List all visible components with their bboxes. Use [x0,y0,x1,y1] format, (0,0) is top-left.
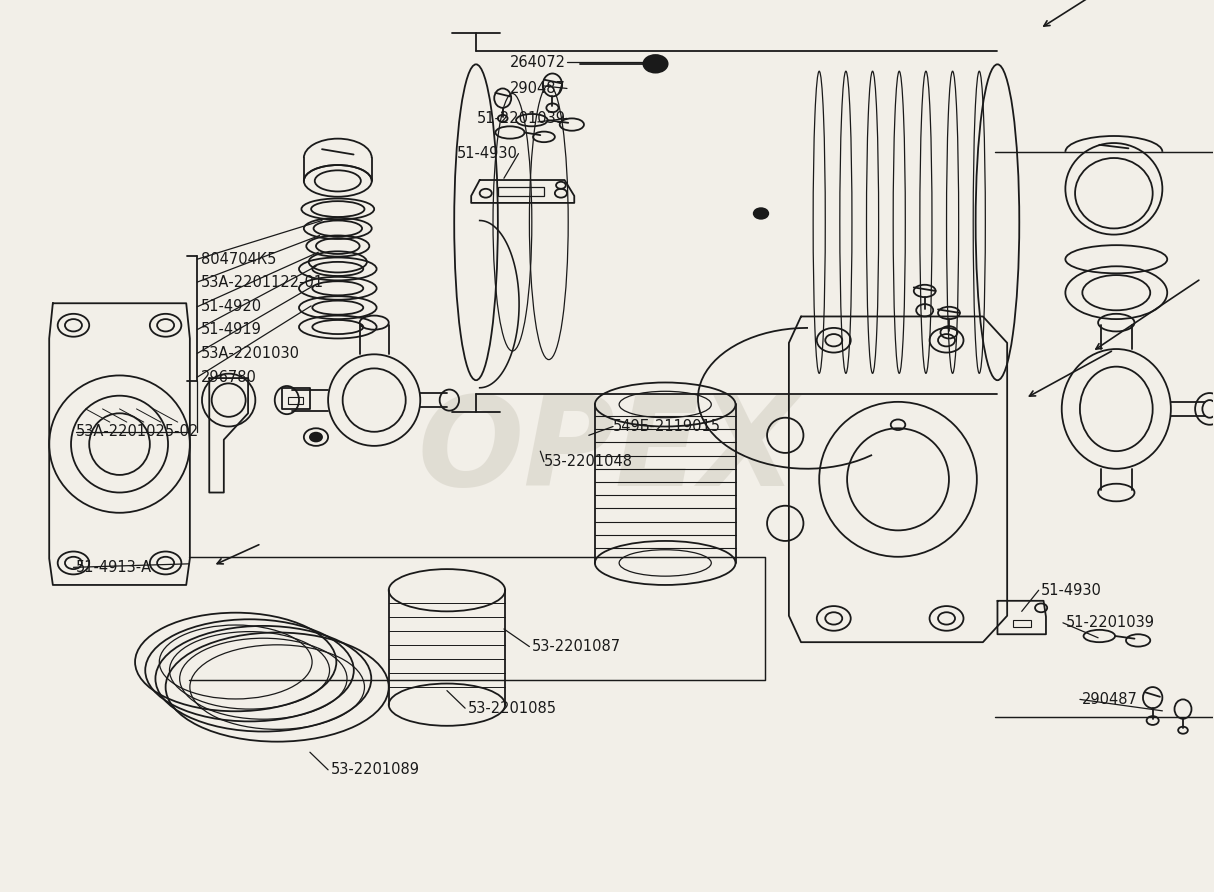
Text: 290487: 290487 [1083,692,1139,706]
Circle shape [643,55,668,72]
Text: 53А-2201122-01: 53А-2201122-01 [200,275,324,290]
Text: 296780: 296780 [200,369,256,384]
Text: 51-2201039: 51-2201039 [477,111,566,126]
Text: 290487: 290487 [510,81,566,96]
Text: 53А-2201025-02: 53А-2201025-02 [76,425,199,439]
Text: 53-2201087: 53-2201087 [532,639,620,654]
Text: 51-4919: 51-4919 [200,322,262,337]
Text: 51-4930: 51-4930 [456,146,517,161]
Text: 51-4930: 51-4930 [1042,582,1102,598]
Text: 51-4920: 51-4920 [200,300,262,314]
Text: 53А-2201030: 53А-2201030 [200,346,300,361]
Text: 549Б-2119015: 549Б-2119015 [613,419,721,434]
Bar [288,397,302,403]
Bar [498,187,544,196]
Text: 53-2201085: 53-2201085 [467,701,556,715]
Circle shape [754,208,768,219]
Text: 264072: 264072 [510,54,566,70]
Text: 53-2201048: 53-2201048 [544,454,632,469]
Text: 53-2201089: 53-2201089 [330,763,420,777]
Text: 51-4913-А: 51-4913-А [76,560,152,574]
Text: 51-2201039: 51-2201039 [1066,615,1155,631]
Text: 804704К5: 804704К5 [200,252,276,267]
Bar [1014,620,1032,627]
Text: OPEX: OPEX [418,391,796,512]
Circle shape [310,433,322,442]
